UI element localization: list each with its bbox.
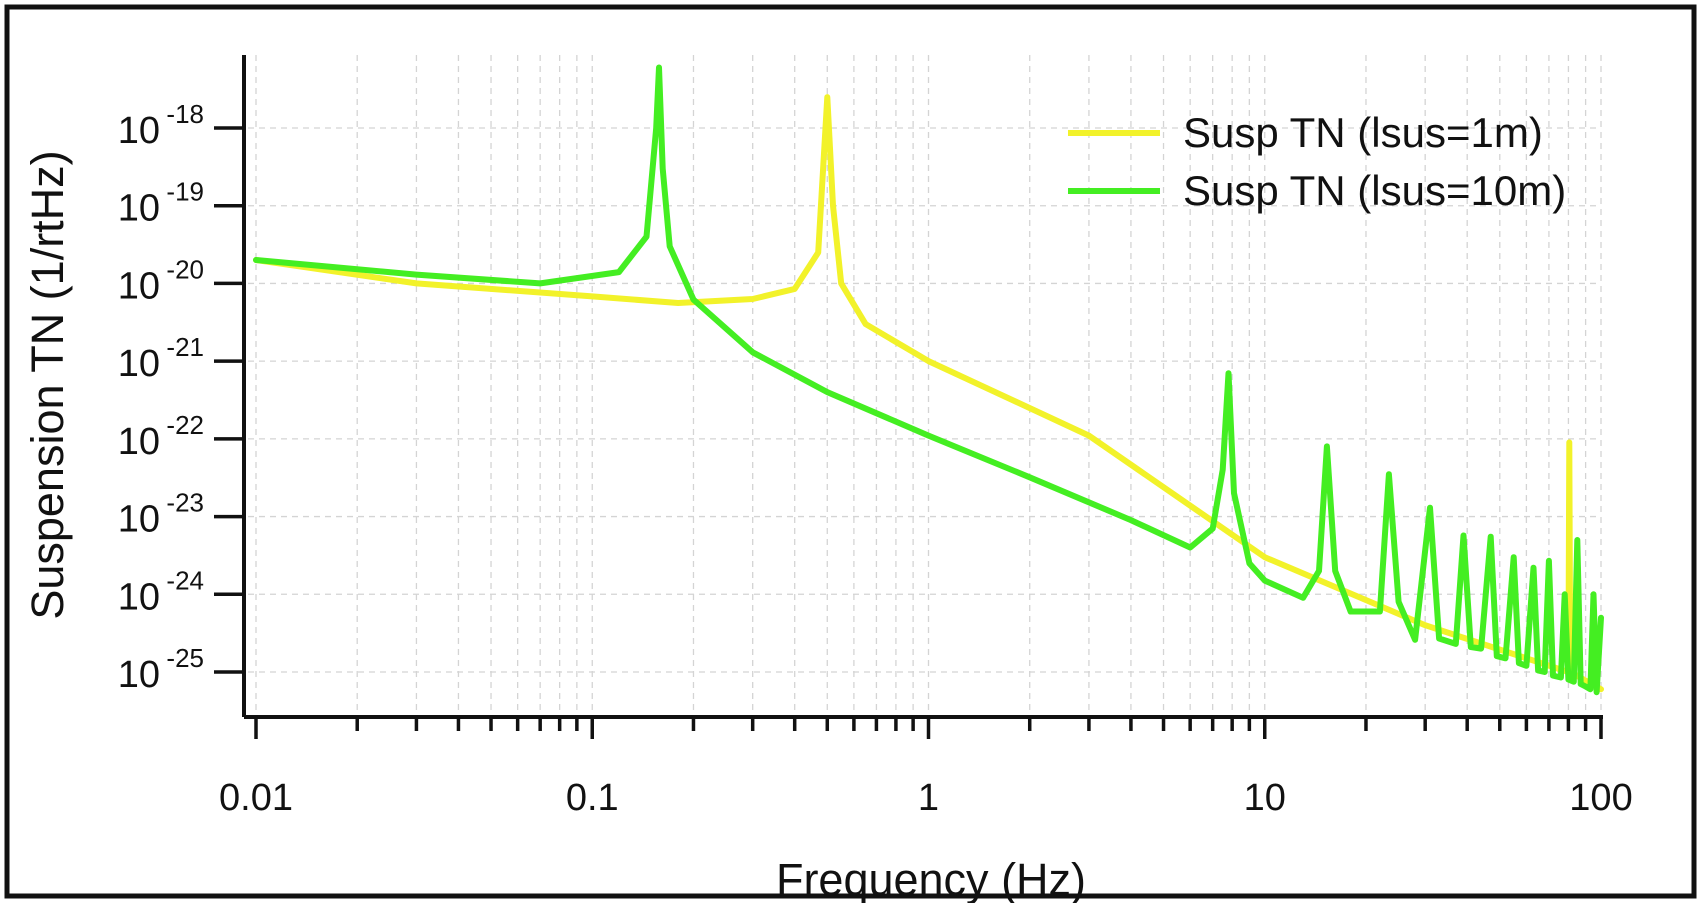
y-tick-label-base: 10 bbox=[118, 654, 160, 696]
series-group bbox=[253, 64, 1604, 696]
y-tick-label-exponent: -22 bbox=[166, 410, 204, 440]
y-tick-label-exponent: -24 bbox=[166, 565, 204, 595]
legend-label-2: Susp TN (lsus=10m) bbox=[1183, 167, 1566, 214]
legend-label-1: Susp TN (lsus=1m) bbox=[1183, 109, 1543, 156]
y-tick-label-exponent: -23 bbox=[166, 488, 204, 518]
series-line-2 bbox=[253, 64, 1604, 696]
y-tick-label: 10 bbox=[118, 576, 160, 618]
y-tick-label: 10 bbox=[118, 265, 160, 307]
y-tick-label-base: 10 bbox=[118, 499, 160, 541]
y-tick-label: 10 bbox=[118, 110, 160, 152]
x-tick-label: 1 bbox=[918, 777, 939, 819]
y-tick-label-base: 10 bbox=[118, 343, 160, 385]
x-tick-label: 10 bbox=[1244, 777, 1286, 819]
legend: Susp TN (lsus=1m) Susp TN (lsus=10m) bbox=[1068, 109, 1566, 214]
y-axis-label: Suspension TN (1/rtHz) bbox=[22, 150, 73, 619]
x-axis-label: Frequency (Hz) bbox=[776, 854, 1086, 903]
x-tick-label: 0.01 bbox=[219, 777, 293, 819]
ticks: 10-1810-1910-2010-2110-2210-2310-2410-25… bbox=[118, 99, 1633, 819]
y-tick-label-exponent: -18 bbox=[166, 99, 204, 129]
y-tick-label: 10 bbox=[118, 188, 160, 230]
y-tick-label-base: 10 bbox=[118, 188, 160, 230]
y-tick-label-exponent: -21 bbox=[166, 332, 204, 362]
y-tick-label-base: 10 bbox=[118, 421, 160, 463]
y-tick-label: 10 bbox=[118, 654, 160, 696]
outer-border bbox=[4, 4, 1697, 899]
x-tick-label: 100 bbox=[1569, 777, 1632, 819]
y-tick-label-exponent: -20 bbox=[166, 254, 204, 284]
y-tick-label-exponent: -19 bbox=[166, 177, 204, 207]
y-tick-label: 10 bbox=[118, 343, 160, 385]
y-tick-label-base: 10 bbox=[118, 576, 160, 618]
x-tick-label: 0.1 bbox=[566, 777, 619, 819]
grid bbox=[248, 55, 1602, 713]
y-tick-label-base: 10 bbox=[118, 110, 160, 152]
axes bbox=[242, 55, 1603, 719]
y-tick-label: 10 bbox=[118, 421, 160, 463]
y-tick-label-exponent: -25 bbox=[166, 643, 204, 673]
y-tick-label: 10 bbox=[118, 499, 160, 541]
y-tick-label-base: 10 bbox=[118, 265, 160, 307]
